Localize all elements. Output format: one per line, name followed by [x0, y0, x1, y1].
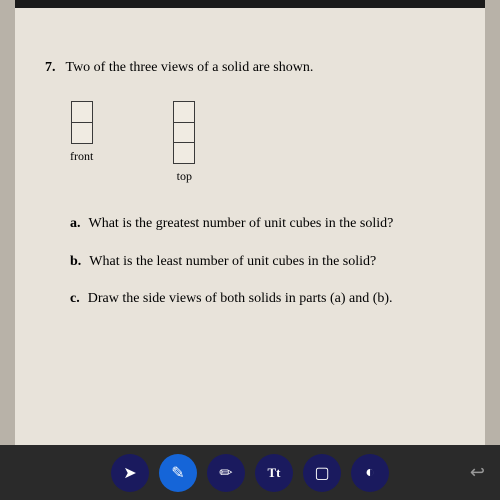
problem-statement: Two of the three views of a solid are sh… — [66, 60, 314, 75]
pen-icon: ✎ — [171, 463, 184, 483]
text-tool[interactable]: Tt — [255, 454, 293, 492]
front-view-block: front — [70, 101, 93, 184]
undo-button[interactable]: ↩ — [470, 462, 485, 483]
unit-cell — [71, 122, 93, 144]
question-c: c. Draw the side views of both solids in … — [70, 289, 455, 309]
question-letter: b. — [70, 254, 81, 269]
top-bar — [15, 0, 485, 8]
views-container: front top — [70, 101, 455, 184]
pointer-tool[interactable]: ➤ — [111, 454, 149, 492]
question-letter: a. — [70, 216, 81, 231]
undo-icon: ↩ — [470, 462, 485, 482]
top-view-block: top — [173, 101, 195, 184]
question-text: Draw the side views of both solids in pa… — [88, 291, 393, 306]
image-tool[interactable]: ▢ — [303, 454, 341, 492]
pen-tool[interactable]: ✎ — [159, 454, 197, 492]
question-text: What is the greatest number of unit cube… — [89, 216, 394, 231]
question-text: What is the least number of unit cubes i… — [89, 254, 376, 269]
document-page: 7. Two of the three views of a solid are… — [15, 8, 485, 453]
eraser-icon: ◐ — [365, 464, 375, 482]
problem-number: 7. — [45, 60, 56, 75]
highlighter-icon: ✏ — [219, 463, 232, 483]
drawing-toolbar: ➤ ✎ ✏ Tt ▢ ◐ ↩ — [0, 445, 500, 500]
front-view-label: front — [70, 149, 93, 164]
problem-header: 7. Two of the three views of a solid are… — [45, 58, 455, 76]
front-view-grid — [71, 101, 93, 144]
unit-cell — [173, 122, 195, 144]
top-view-grid — [173, 101, 195, 164]
pointer-icon: ➤ — [123, 463, 136, 483]
text-icon: Tt — [268, 465, 281, 481]
unit-cell — [173, 142, 195, 164]
question-b: b. What is the least number of unit cubes… — [70, 252, 455, 272]
question-a: a. What is the greatest number of unit cu… — [70, 214, 455, 234]
image-icon: ▢ — [314, 463, 329, 483]
unit-cell — [71, 101, 93, 123]
sub-questions: a. What is the greatest number of unit cu… — [70, 214, 455, 309]
unit-cell — [173, 101, 195, 123]
eraser-tool[interactable]: ◐ — [351, 454, 389, 492]
question-letter: c. — [70, 291, 80, 306]
highlighter-tool[interactable]: ✏ — [207, 454, 245, 492]
top-view-label: top — [177, 169, 192, 184]
